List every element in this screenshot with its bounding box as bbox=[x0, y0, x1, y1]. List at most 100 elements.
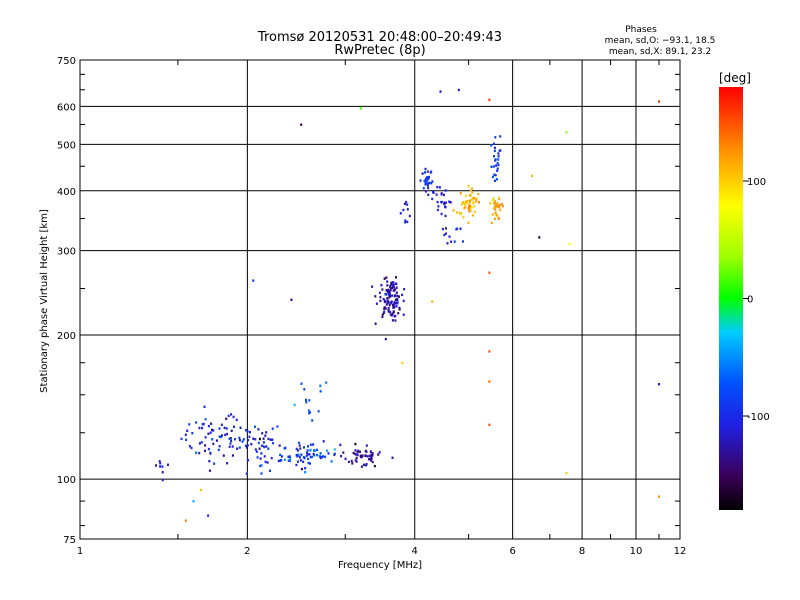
data-point bbox=[230, 413, 233, 416]
data-point bbox=[493, 142, 495, 145]
data-point bbox=[290, 298, 293, 301]
data-point bbox=[474, 197, 477, 200]
data-point bbox=[460, 203, 463, 206]
data-point bbox=[424, 171, 426, 174]
data-point bbox=[261, 432, 264, 435]
data-point bbox=[252, 279, 255, 282]
data-point bbox=[229, 442, 232, 445]
data-point bbox=[252, 437, 255, 440]
data-point bbox=[200, 441, 203, 444]
data-point bbox=[313, 454, 316, 457]
data-point bbox=[300, 123, 303, 126]
data-point bbox=[408, 214, 411, 218]
data-point bbox=[496, 169, 499, 172]
data-point bbox=[272, 442, 275, 445]
data-point bbox=[406, 208, 409, 211]
data-point bbox=[468, 199, 471, 202]
data-point bbox=[279, 459, 281, 462]
data-point bbox=[271, 427, 274, 430]
data-point bbox=[220, 435, 223, 439]
data-point bbox=[459, 192, 462, 195]
data-point bbox=[245, 429, 247, 432]
data-point bbox=[366, 455, 369, 458]
data-point bbox=[403, 202, 406, 206]
data-point bbox=[184, 433, 187, 436]
data-point bbox=[230, 439, 233, 443]
data-point bbox=[191, 432, 194, 435]
data-point bbox=[384, 337, 387, 341]
data-point bbox=[218, 427, 221, 430]
data-point bbox=[427, 186, 430, 190]
data-point bbox=[280, 455, 283, 458]
data-point bbox=[198, 426, 201, 430]
data-point bbox=[431, 300, 434, 303]
y-tick-label: 600 bbox=[57, 102, 76, 113]
data-point bbox=[436, 185, 439, 189]
data-point bbox=[396, 294, 399, 298]
data-point bbox=[242, 438, 245, 441]
data-point bbox=[245, 446, 248, 449]
data-point bbox=[257, 441, 260, 445]
data-point bbox=[212, 442, 215, 446]
data-point bbox=[393, 295, 396, 298]
colorbar-tick-label: 100 bbox=[747, 177, 766, 188]
data-point bbox=[501, 205, 504, 208]
stats-o-line: mean, sd,O: −93.1, 18.5 bbox=[605, 36, 716, 46]
data-point bbox=[265, 431, 268, 434]
data-point bbox=[360, 465, 363, 468]
data-point bbox=[227, 414, 230, 418]
data-point bbox=[499, 208, 502, 212]
data-point bbox=[493, 217, 496, 221]
data-point bbox=[392, 281, 395, 284]
data-point bbox=[395, 291, 398, 294]
data-point bbox=[280, 459, 283, 462]
data-point bbox=[390, 302, 393, 305]
data-point bbox=[388, 296, 391, 299]
data-point bbox=[215, 439, 218, 442]
x-tick-label: 6 bbox=[509, 546, 515, 557]
data-point bbox=[430, 170, 433, 173]
data-point bbox=[401, 293, 404, 297]
data-point bbox=[531, 174, 533, 178]
data-point bbox=[428, 181, 431, 185]
data-point bbox=[352, 451, 355, 455]
data-point bbox=[228, 445, 231, 448]
data-point bbox=[299, 447, 302, 450]
data-point bbox=[220, 423, 223, 426]
data-point bbox=[398, 308, 401, 311]
data-point bbox=[475, 198, 478, 202]
y-tick-label: 75 bbox=[63, 535, 76, 546]
data-point bbox=[464, 205, 467, 208]
data-point bbox=[303, 388, 306, 391]
data-point bbox=[471, 191, 474, 194]
data-point bbox=[306, 453, 309, 456]
data-point bbox=[218, 445, 221, 448]
data-point bbox=[493, 146, 496, 150]
data-point bbox=[269, 469, 271, 472]
data-point bbox=[497, 155, 500, 158]
data-point bbox=[298, 444, 301, 447]
data-point bbox=[374, 322, 377, 325]
data-point bbox=[198, 451, 201, 455]
data-point bbox=[440, 200, 443, 204]
data-point bbox=[445, 201, 447, 204]
data-point bbox=[383, 307, 386, 311]
data-point bbox=[364, 464, 367, 467]
y-tick-label: 300 bbox=[57, 247, 76, 258]
data-point bbox=[307, 409, 310, 412]
data-point bbox=[391, 456, 394, 459]
data-point bbox=[308, 453, 311, 456]
data-point bbox=[234, 438, 236, 441]
data-point bbox=[472, 205, 475, 208]
data-point bbox=[295, 454, 298, 457]
data-point bbox=[469, 189, 472, 192]
data-point bbox=[230, 429, 233, 432]
data-point bbox=[500, 202, 503, 206]
data-point bbox=[494, 208, 497, 211]
data-point bbox=[188, 423, 191, 426]
data-point bbox=[368, 454, 371, 457]
data-point bbox=[392, 304, 394, 307]
data-point bbox=[393, 305, 396, 309]
data-point bbox=[459, 212, 462, 216]
